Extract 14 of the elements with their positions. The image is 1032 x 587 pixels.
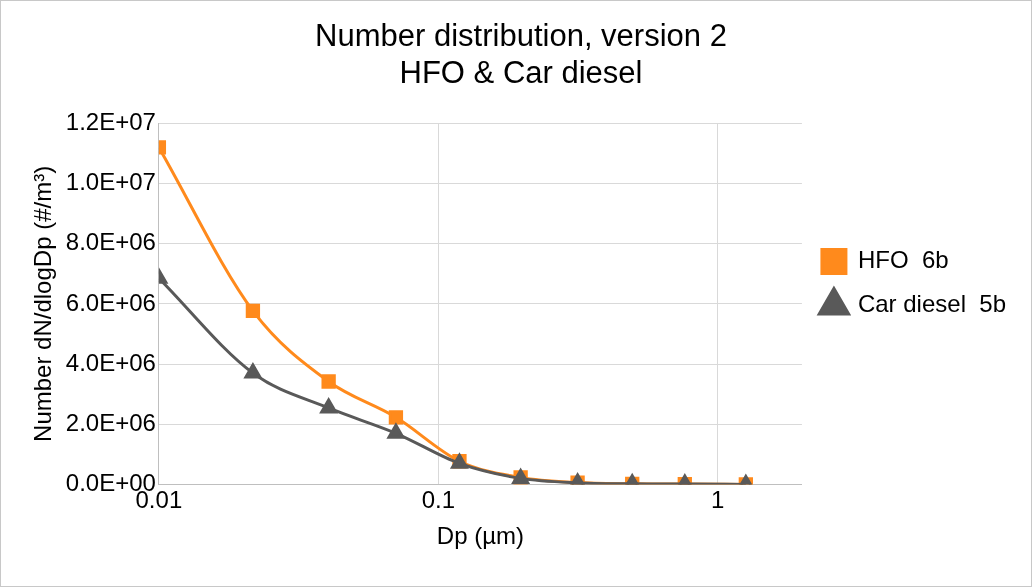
- chart-title: Number distribution, version 2: [315, 18, 727, 54]
- y-tick-label: 6.0E+06: [65, 288, 156, 316]
- y-tick-label: 1.0E+07: [65, 168, 156, 196]
- legend-label: Car diesel 5b: [857, 290, 1006, 318]
- x-tick-label: 1: [711, 486, 725, 514]
- y-axis-title: Number dN/dlogDp (#/m³): [29, 165, 57, 442]
- x-axis-title: Dp (µm): [436, 522, 524, 550]
- y-tick-label: 2.0E+06: [65, 408, 156, 436]
- y-tick-label: 1.2E+07: [65, 108, 156, 136]
- y-tick-label: 4.0E+06: [65, 348, 156, 376]
- legend-label: HFO 6b: [857, 246, 949, 274]
- chart-subtitle: HFO & Car diesel: [399, 55, 643, 91]
- y-tick-label: 8.0E+06: [65, 228, 156, 256]
- x-tick-label: 0.1: [421, 486, 456, 514]
